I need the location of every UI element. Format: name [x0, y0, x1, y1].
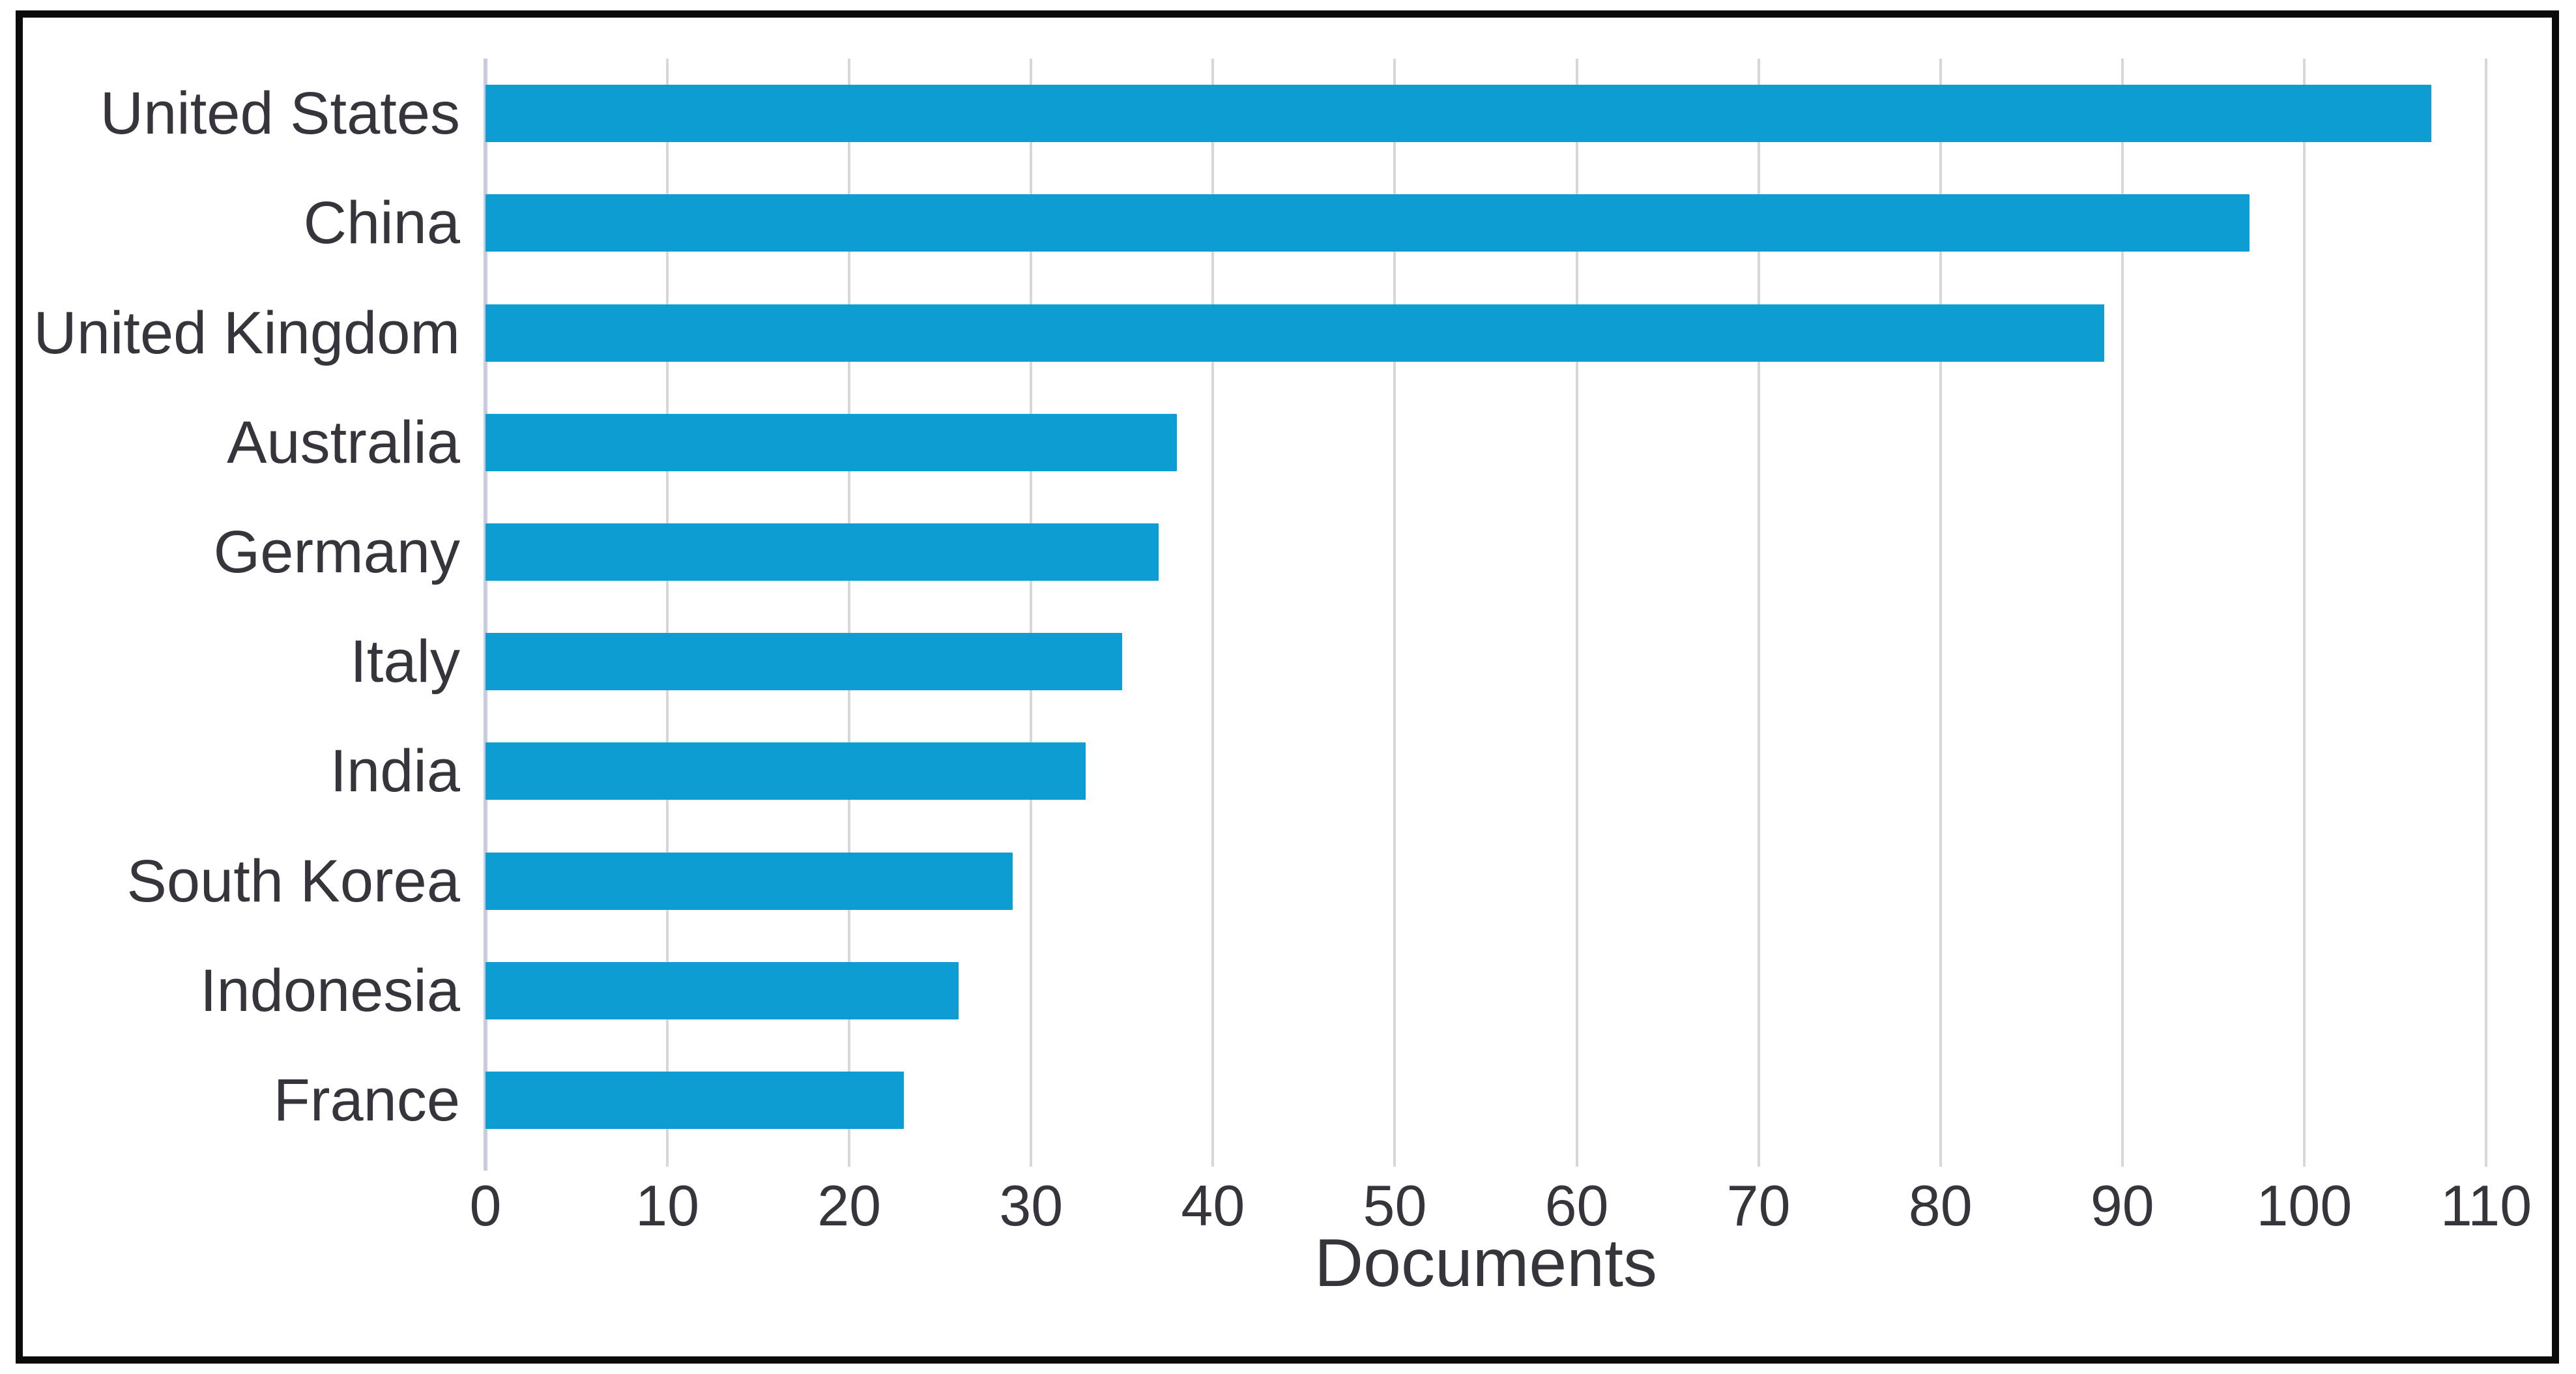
- category-label: France: [273, 1066, 460, 1133]
- category-label: Italy: [350, 628, 460, 695]
- x-tick-label: 0: [469, 1173, 502, 1238]
- category-label: Germany: [213, 518, 460, 585]
- gridline: [1575, 59, 1578, 1167]
- category-label: United Kingdom: [33, 299, 460, 366]
- bar-australia: [485, 413, 1177, 471]
- zero-axis-line: [484, 59, 487, 1171]
- bar-united-kingdom: [485, 304, 2104, 362]
- gridline: [666, 59, 669, 1167]
- category-label: South Korea: [126, 847, 460, 914]
- category-label: China: [303, 190, 460, 257]
- x-tick-label: 90: [2090, 1173, 2154, 1238]
- gridline: [1030, 59, 1033, 1167]
- x-tick-label: 30: [999, 1173, 1064, 1238]
- x-tick-label: 110: [2440, 1173, 2532, 1238]
- x-axis-title: Documents: [1314, 1225, 1657, 1301]
- bar-germany: [485, 523, 1159, 581]
- gridline: [2485, 59, 2487, 1167]
- x-tick-label: 50: [1363, 1173, 1427, 1238]
- gridline: [2302, 59, 2306, 1167]
- category-axis: United States China United Kingdom Australi…: [0, 59, 460, 1155]
- category-label: India: [330, 738, 461, 805]
- gridline: [1211, 59, 1215, 1167]
- bar-italy: [485, 633, 1122, 691]
- bar-south-korea: [485, 852, 1013, 910]
- gridline: [848, 59, 851, 1167]
- gridline: [2120, 59, 2124, 1167]
- x-tick-label: 80: [1908, 1173, 1973, 1238]
- bar-united-states: [485, 85, 2432, 143]
- x-tick-label: 10: [635, 1173, 700, 1238]
- gridline: [1393, 59, 1397, 1167]
- x-tick-label: 100: [2256, 1173, 2352, 1238]
- bar-china: [485, 194, 2250, 252]
- x-tick-label: 20: [817, 1173, 882, 1238]
- gridline: [1939, 59, 1942, 1167]
- category-label: United States: [100, 80, 460, 147]
- bar-indonesia: [485, 961, 959, 1019]
- plot-area: [484, 59, 2487, 1171]
- x-tick-label: 40: [1181, 1173, 1245, 1238]
- x-tick-label: 60: [1544, 1173, 1609, 1238]
- category-label: Indonesia: [200, 957, 460, 1024]
- gridline: [1757, 59, 1760, 1167]
- bar-india: [485, 742, 1086, 800]
- x-tick-label: 70: [1726, 1173, 1791, 1238]
- category-label: Australia: [227, 409, 460, 476]
- bar-france: [485, 1071, 904, 1129]
